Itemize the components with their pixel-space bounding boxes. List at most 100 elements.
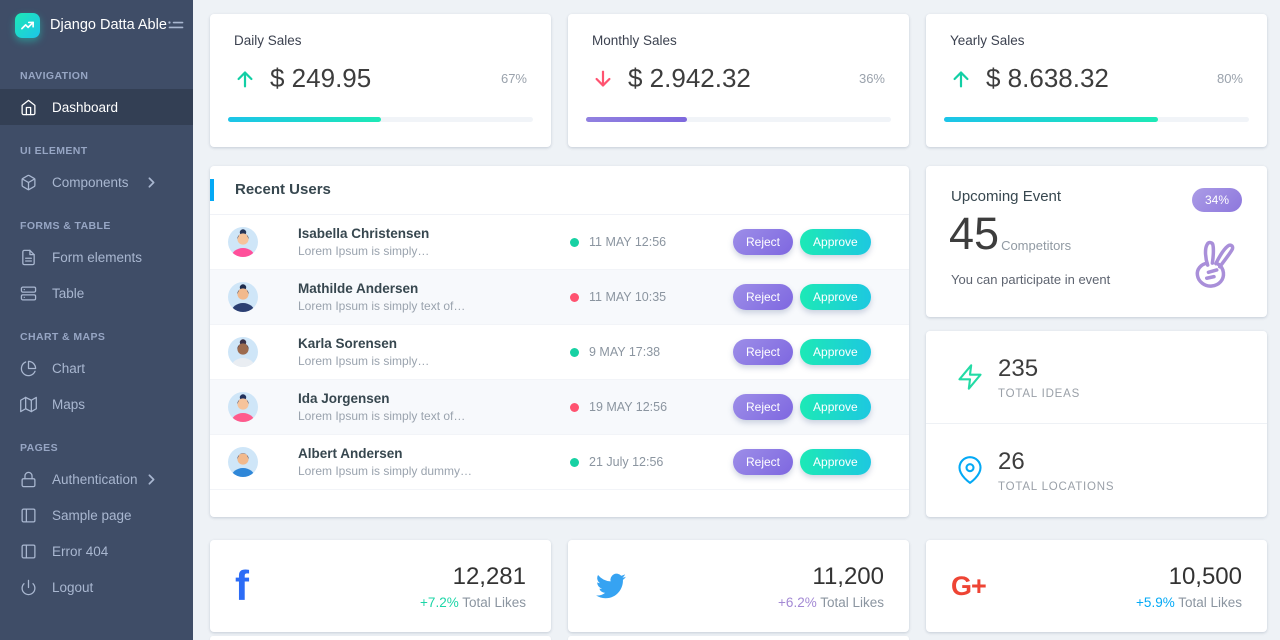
approve-button[interactable]: Approve bbox=[800, 449, 871, 475]
sidebar-collapse-icon[interactable] bbox=[167, 17, 185, 33]
approve-button[interactable]: Approve bbox=[800, 339, 871, 365]
twitter-likes-card: 11,200 +6.2% Total Likes bbox=[568, 540, 909, 632]
sales-percent: 80% bbox=[1216, 71, 1243, 86]
status-dot bbox=[570, 292, 579, 302]
user-description: Lorem Ipsum is simply text of… bbox=[298, 409, 466, 423]
user-avatar bbox=[228, 227, 258, 257]
progress-fill bbox=[228, 117, 381, 122]
progress-fill bbox=[944, 117, 1158, 122]
file-text-icon bbox=[22, 249, 35, 265]
status-dot bbox=[570, 347, 579, 357]
power-icon bbox=[21, 579, 36, 595]
peace-hand-icon bbox=[1195, 240, 1235, 288]
reject-button[interactable]: Reject bbox=[733, 339, 794, 365]
sidebar-item-label: Components bbox=[52, 174, 129, 190]
chevron-right-icon bbox=[148, 473, 155, 485]
sidebar-item-error-404[interactable]: Error 404 bbox=[0, 533, 193, 569]
progress-track bbox=[944, 117, 1249, 122]
user-description: Lorem Ipsum is simply… bbox=[298, 244, 430, 258]
sidebar: Django Datta Able NAVIGATION Dashboard U… bbox=[0, 0, 193, 640]
competitors-label: Competitors bbox=[1001, 237, 1072, 253]
upcoming-event-card: Upcoming Event 34% 45 Competitors You ca… bbox=[926, 166, 1267, 317]
recent-users-table: Isabella Christensen Lorem Ipsum is simpl… bbox=[210, 215, 909, 490]
google-plus-likes-card: G+ 10,500 +5.9% Total Likes bbox=[926, 540, 1267, 632]
sidebar-item-table[interactable]: Table bbox=[0, 275, 193, 311]
event-percent-badge: 34% bbox=[1191, 188, 1242, 212]
nav-caption-ui-element: UI ELEMENT bbox=[20, 145, 88, 157]
status-dot bbox=[570, 402, 579, 412]
recent-users-title: Recent Users bbox=[235, 181, 331, 198]
sidebar-item-label: Sample page bbox=[52, 507, 132, 523]
nav-caption-pages: PAGES bbox=[20, 442, 58, 454]
user-description: Lorem Ipsum is simply… bbox=[298, 354, 430, 368]
sidebar-item-sample-page[interactable]: Sample page bbox=[0, 497, 193, 533]
likes-count: 10,500 bbox=[1168, 562, 1242, 590]
facebook-likes-card: f 12,281 +7.2% Total Likes bbox=[210, 540, 551, 632]
daily-sales-card: Daily Sales $ 249.95 67% bbox=[210, 14, 551, 147]
arrow-up-icon bbox=[237, 70, 253, 87]
home-icon bbox=[21, 99, 36, 115]
sidebar-item-label: Chart bbox=[52, 360, 86, 376]
approve-button[interactable]: Approve bbox=[800, 284, 871, 310]
nav-caption-forms-table: FORMS & TABLE bbox=[20, 220, 111, 232]
app-title: Django Datta Able bbox=[50, 17, 167, 33]
user-description: Lorem Ipsum is simply text of… bbox=[298, 299, 466, 313]
sidebar-item-label: Form elements bbox=[52, 249, 143, 265]
sidebar-item-authentication[interactable]: Authentication bbox=[0, 461, 193, 497]
sidebar-item-form-elements[interactable]: Form elements bbox=[0, 239, 193, 275]
chevron-right-icon bbox=[148, 176, 155, 188]
arrow-up-icon bbox=[953, 70, 969, 87]
event-note: You can participate in event bbox=[951, 271, 1111, 287]
lock-icon bbox=[21, 471, 36, 487]
user-avatar bbox=[228, 282, 258, 312]
recent-user-row: Karla Sorensen Lorem Ipsum is simply… 9 MA… bbox=[210, 325, 909, 380]
yearly-sales-card: Yearly Sales $ 8.638.32 80% bbox=[926, 14, 1267, 147]
brand-logo-icon[interactable] bbox=[15, 12, 40, 38]
next-row-card-sliver bbox=[568, 636, 909, 640]
total-ideas-row: 235 TOTAL IDEAS bbox=[926, 331, 1267, 424]
nav-caption-navigation: NAVIGATION bbox=[20, 70, 89, 82]
sidebar-item-label: Maps bbox=[52, 396, 86, 412]
user-name: Mathilde Andersen bbox=[298, 281, 419, 296]
sidebar-item-label: Error 404 bbox=[52, 543, 109, 559]
likes-suffix: Total Likes bbox=[458, 594, 526, 610]
sidebar-item-logout[interactable]: Logout bbox=[0, 569, 193, 605]
sidebar-icon bbox=[21, 543, 36, 559]
sidebar-item-components[interactable]: Components bbox=[0, 164, 193, 200]
approve-button[interactable]: Approve bbox=[800, 394, 871, 420]
recent-user-row: Ida Jorgensen Lorem Ipsum is simply text … bbox=[210, 380, 909, 435]
approve-button[interactable]: Approve bbox=[800, 229, 871, 255]
reject-button[interactable]: Reject bbox=[733, 229, 794, 255]
progress-track bbox=[586, 117, 891, 122]
user-avatar bbox=[228, 392, 258, 422]
map-pin-icon bbox=[958, 456, 982, 484]
server-icon bbox=[20, 285, 37, 301]
monthly-sales-card: Monthly Sales $ 2.942.32 36% bbox=[568, 14, 909, 147]
sidebar-item-chart[interactable]: Chart bbox=[0, 350, 193, 386]
event-title: Upcoming Event bbox=[951, 188, 1062, 205]
reject-button[interactable]: Reject bbox=[733, 394, 794, 420]
totals-card: 235 TOTAL IDEAS 26 TOTAL LOCATIONS bbox=[926, 331, 1267, 517]
user-avatar bbox=[228, 337, 258, 367]
sidebar-item-maps[interactable]: Maps bbox=[0, 386, 193, 422]
next-row-card-sliver bbox=[210, 636, 551, 640]
sales-value: $ 8.638.32 bbox=[986, 63, 1109, 93]
likes-count: 11,200 bbox=[812, 562, 884, 590]
card-title: Daily Sales bbox=[234, 33, 302, 48]
header-accent-bar bbox=[210, 179, 214, 201]
likes-suffix: Total Likes bbox=[1174, 594, 1242, 610]
sidebar-item-label: Dashboard bbox=[52, 99, 119, 115]
sales-percent: 36% bbox=[858, 71, 885, 86]
user-date: 11 MAY 10:35 bbox=[589, 290, 667, 304]
user-date: 11 MAY 12:56 bbox=[589, 235, 667, 249]
progress-track bbox=[228, 117, 533, 122]
sidebar-item-label: Table bbox=[52, 285, 85, 301]
likes-delta: +5.9% bbox=[1136, 594, 1175, 610]
sales-value: $ 2.942.32 bbox=[628, 63, 751, 93]
reject-button[interactable]: Reject bbox=[733, 284, 794, 310]
map-icon bbox=[20, 396, 37, 412]
zap-icon bbox=[958, 364, 982, 390]
sidebar-item-dashboard[interactable]: Dashboard bbox=[0, 89, 193, 125]
reject-button[interactable]: Reject bbox=[733, 449, 794, 475]
